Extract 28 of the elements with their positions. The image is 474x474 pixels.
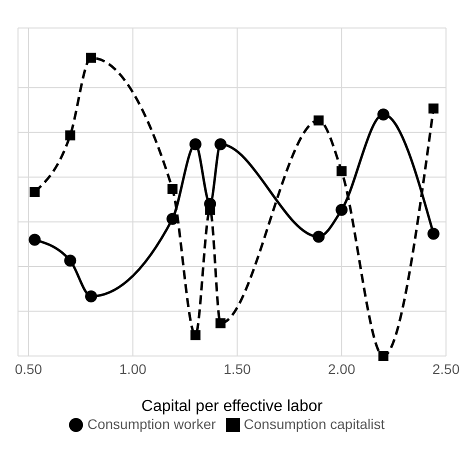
x-tick-label: 1.50: [224, 360, 252, 377]
x-tick-label: 2.00: [328, 360, 356, 377]
point: [189, 138, 202, 150]
point: [214, 138, 227, 150]
point: [85, 290, 98, 302]
point: [86, 52, 96, 63]
point: [336, 204, 348, 216]
point: [216, 318, 226, 328]
point: [336, 166, 347, 176]
point: [428, 104, 438, 114]
legend-label: Consumption worker: [87, 416, 216, 432]
legend-label: Consumption capitalist: [244, 416, 385, 432]
point: [427, 228, 440, 240]
point: [28, 234, 41, 246]
point: [168, 184, 178, 194]
point: [65, 130, 76, 140]
point: [377, 108, 390, 120]
point: [312, 230, 325, 243]
point: [30, 187, 40, 197]
point: [190, 330, 200, 340]
point: [378, 351, 388, 361]
x-tick-label: 0.50: [14, 360, 42, 377]
x-axis-title: Capital per effective labor: [141, 398, 324, 415]
point: [166, 212, 178, 225]
x-tick-label: 2.50: [432, 360, 460, 377]
point: [64, 254, 76, 267]
x-tick-label: 1.00: [119, 360, 147, 377]
point: [314, 115, 324, 126]
